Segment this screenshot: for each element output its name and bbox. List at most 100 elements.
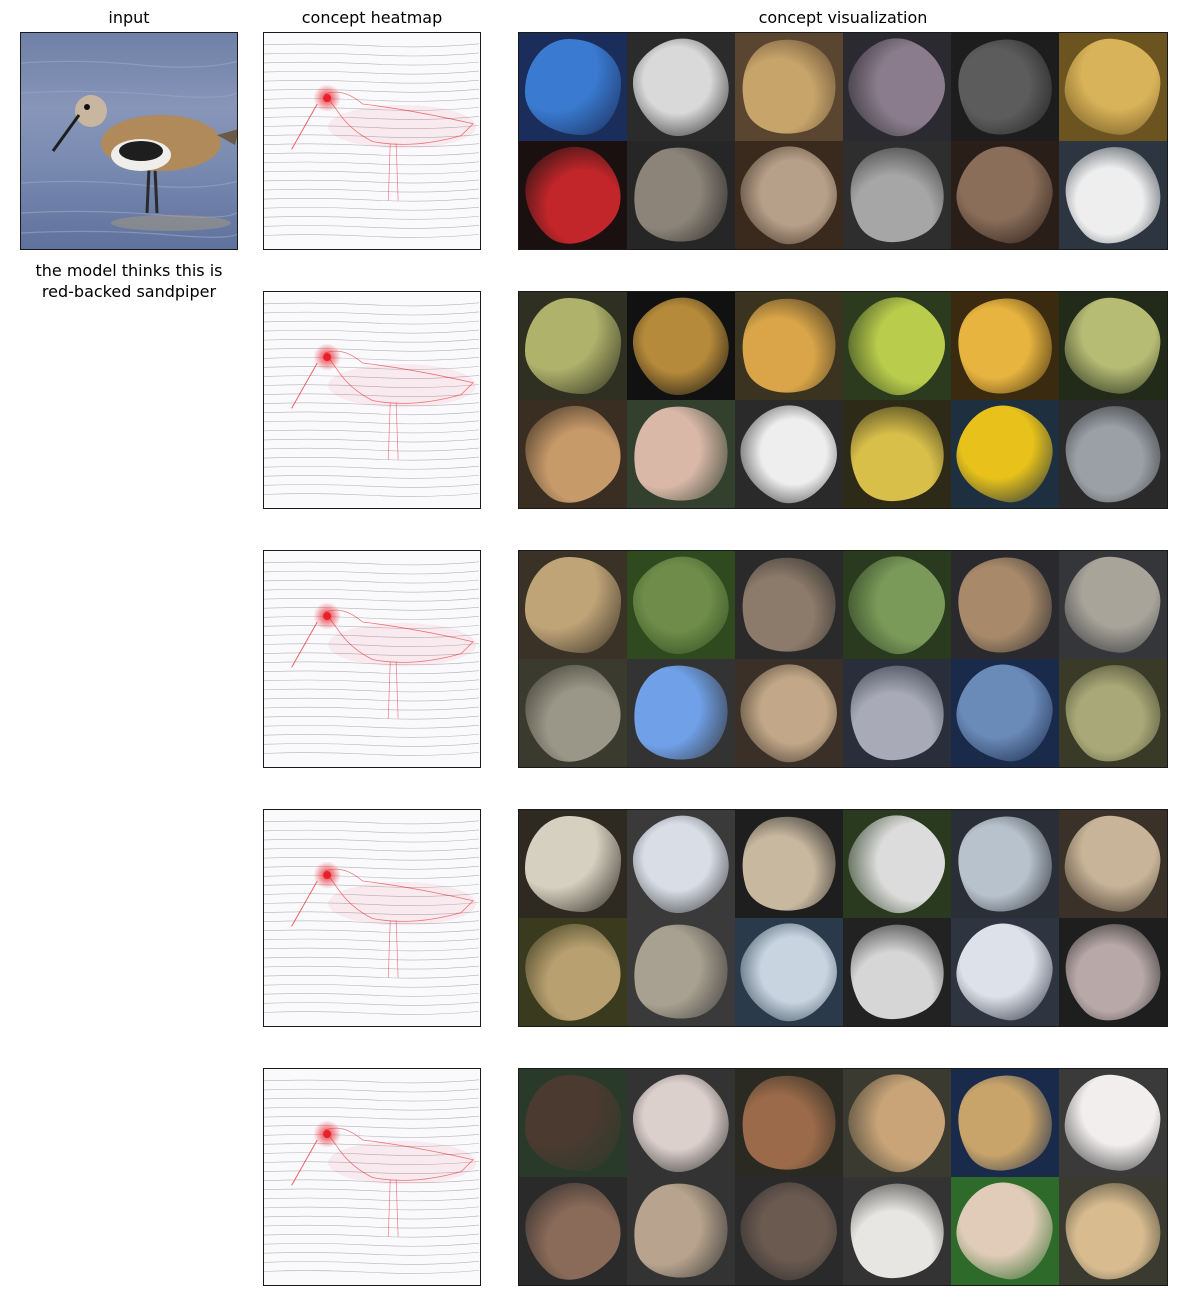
concept-patch (951, 918, 1059, 1026)
concept-patch (519, 810, 627, 918)
patch-highlight (525, 1075, 621, 1171)
concept-patch (735, 33, 843, 141)
patch-highlight (1061, 1071, 1165, 1175)
concept-patch (627, 659, 735, 767)
patch-highlight (519, 659, 627, 767)
concept-patch (951, 33, 1059, 141)
caption-line-2: red-backed sandpiper (41, 282, 217, 301)
concept-patch (843, 1069, 951, 1177)
concept-heatmap-5 (263, 1068, 481, 1286)
concept-patch (1059, 1177, 1167, 1285)
patch-highlight (1061, 35, 1165, 139)
concept-heatmap-4 (263, 809, 481, 1027)
visualization-column-title: concept visualization (758, 8, 928, 27)
concept-patch (519, 1177, 627, 1285)
concept-patch (1059, 400, 1167, 508)
heatmap-sketch (264, 43, 480, 238)
concept-patch (735, 918, 843, 1026)
caption-line-1: the model thinks this is (35, 261, 223, 280)
patch-highlight (627, 33, 735, 141)
concept-patch (627, 551, 735, 659)
concept-visualization-5 (518, 1068, 1168, 1286)
patch-highlight (627, 551, 735, 659)
patch-highlight (843, 551, 951, 659)
patch-highlight (843, 141, 951, 249)
patch-highlight (519, 400, 627, 508)
patch-highlight (843, 1177, 951, 1285)
patch-highlight (627, 1069, 735, 1177)
concept-patch (519, 659, 627, 767)
patch-highlight (1059, 400, 1167, 508)
heatmap-sketch (264, 820, 480, 1015)
patch-highlight (1059, 1177, 1167, 1285)
concept-patch (951, 141, 1059, 249)
concept-patch (735, 1177, 843, 1285)
patch-highlight (627, 141, 735, 249)
sandpiper-illustration (21, 60, 237, 238)
prediction-caption: the model thinks this is red-backed sand… (10, 260, 248, 302)
concept-patch (951, 659, 1059, 767)
patch-highlight (843, 1069, 951, 1177)
patch-highlight (627, 292, 735, 400)
concept-patch (627, 1177, 735, 1285)
patch-highlight (627, 810, 735, 918)
patch-highlight (1061, 812, 1165, 916)
concept-patch (843, 918, 951, 1026)
concept-visualization-3 (518, 550, 1168, 768)
concept-patch (1059, 810, 1167, 918)
concept-patch (627, 292, 735, 400)
patch-highlight (735, 33, 843, 141)
patch-highlight (951, 400, 1059, 508)
concept-patch (735, 1069, 843, 1177)
patch-highlight (951, 292, 1059, 400)
patch-highlight (735, 1177, 843, 1285)
concept-patch (627, 141, 735, 249)
patch-highlight (951, 810, 1059, 918)
input-image (20, 32, 238, 250)
concept-patch (1059, 918, 1167, 1026)
patch-highlight (843, 400, 951, 508)
concept-patch (735, 810, 843, 918)
patch-highlight (951, 918, 1059, 1026)
concept-heatmap-3 (263, 550, 481, 768)
concept-patch (843, 551, 951, 659)
patch-highlight (843, 659, 951, 767)
patch-highlight (951, 33, 1059, 141)
concept-patch (843, 659, 951, 767)
concept-patch (843, 141, 951, 249)
concept-heatmap-2 (263, 291, 481, 509)
patch-highlight (735, 810, 843, 918)
concept-patch (735, 400, 843, 508)
patch-highlight (951, 1069, 1059, 1177)
concept-patch (735, 551, 843, 659)
concept-patch (735, 292, 843, 400)
concept-patch (519, 918, 627, 1026)
patch-highlight (951, 141, 1059, 249)
patch-highlight (627, 918, 735, 1026)
concept-patch (951, 400, 1059, 508)
patch-highlight (627, 1177, 735, 1285)
concept-patch (1059, 292, 1167, 400)
concept-patch (1059, 1069, 1167, 1177)
concept-patch (627, 1069, 735, 1177)
concept-patch (519, 551, 627, 659)
concept-heatmap-1 (263, 32, 481, 250)
concept-patch (1059, 551, 1167, 659)
concept-patch (951, 1069, 1059, 1177)
patch-highlight (1061, 294, 1165, 398)
patch-highlight (1061, 553, 1165, 657)
concept-patch (843, 33, 951, 141)
concept-patch (519, 141, 627, 249)
patch-highlight (843, 918, 951, 1026)
concept-patch (951, 551, 1059, 659)
concept-visualization-4 (518, 809, 1168, 1027)
concept-patch (627, 400, 735, 508)
patch-highlight (843, 33, 951, 141)
patch-highlight (519, 1177, 627, 1285)
concept-patch (951, 1177, 1059, 1285)
concept-patch (843, 1177, 951, 1285)
patch-highlight (519, 918, 627, 1026)
patch-highlight (735, 659, 843, 767)
patch-highlight (951, 1177, 1059, 1285)
patch-highlight (735, 292, 843, 400)
